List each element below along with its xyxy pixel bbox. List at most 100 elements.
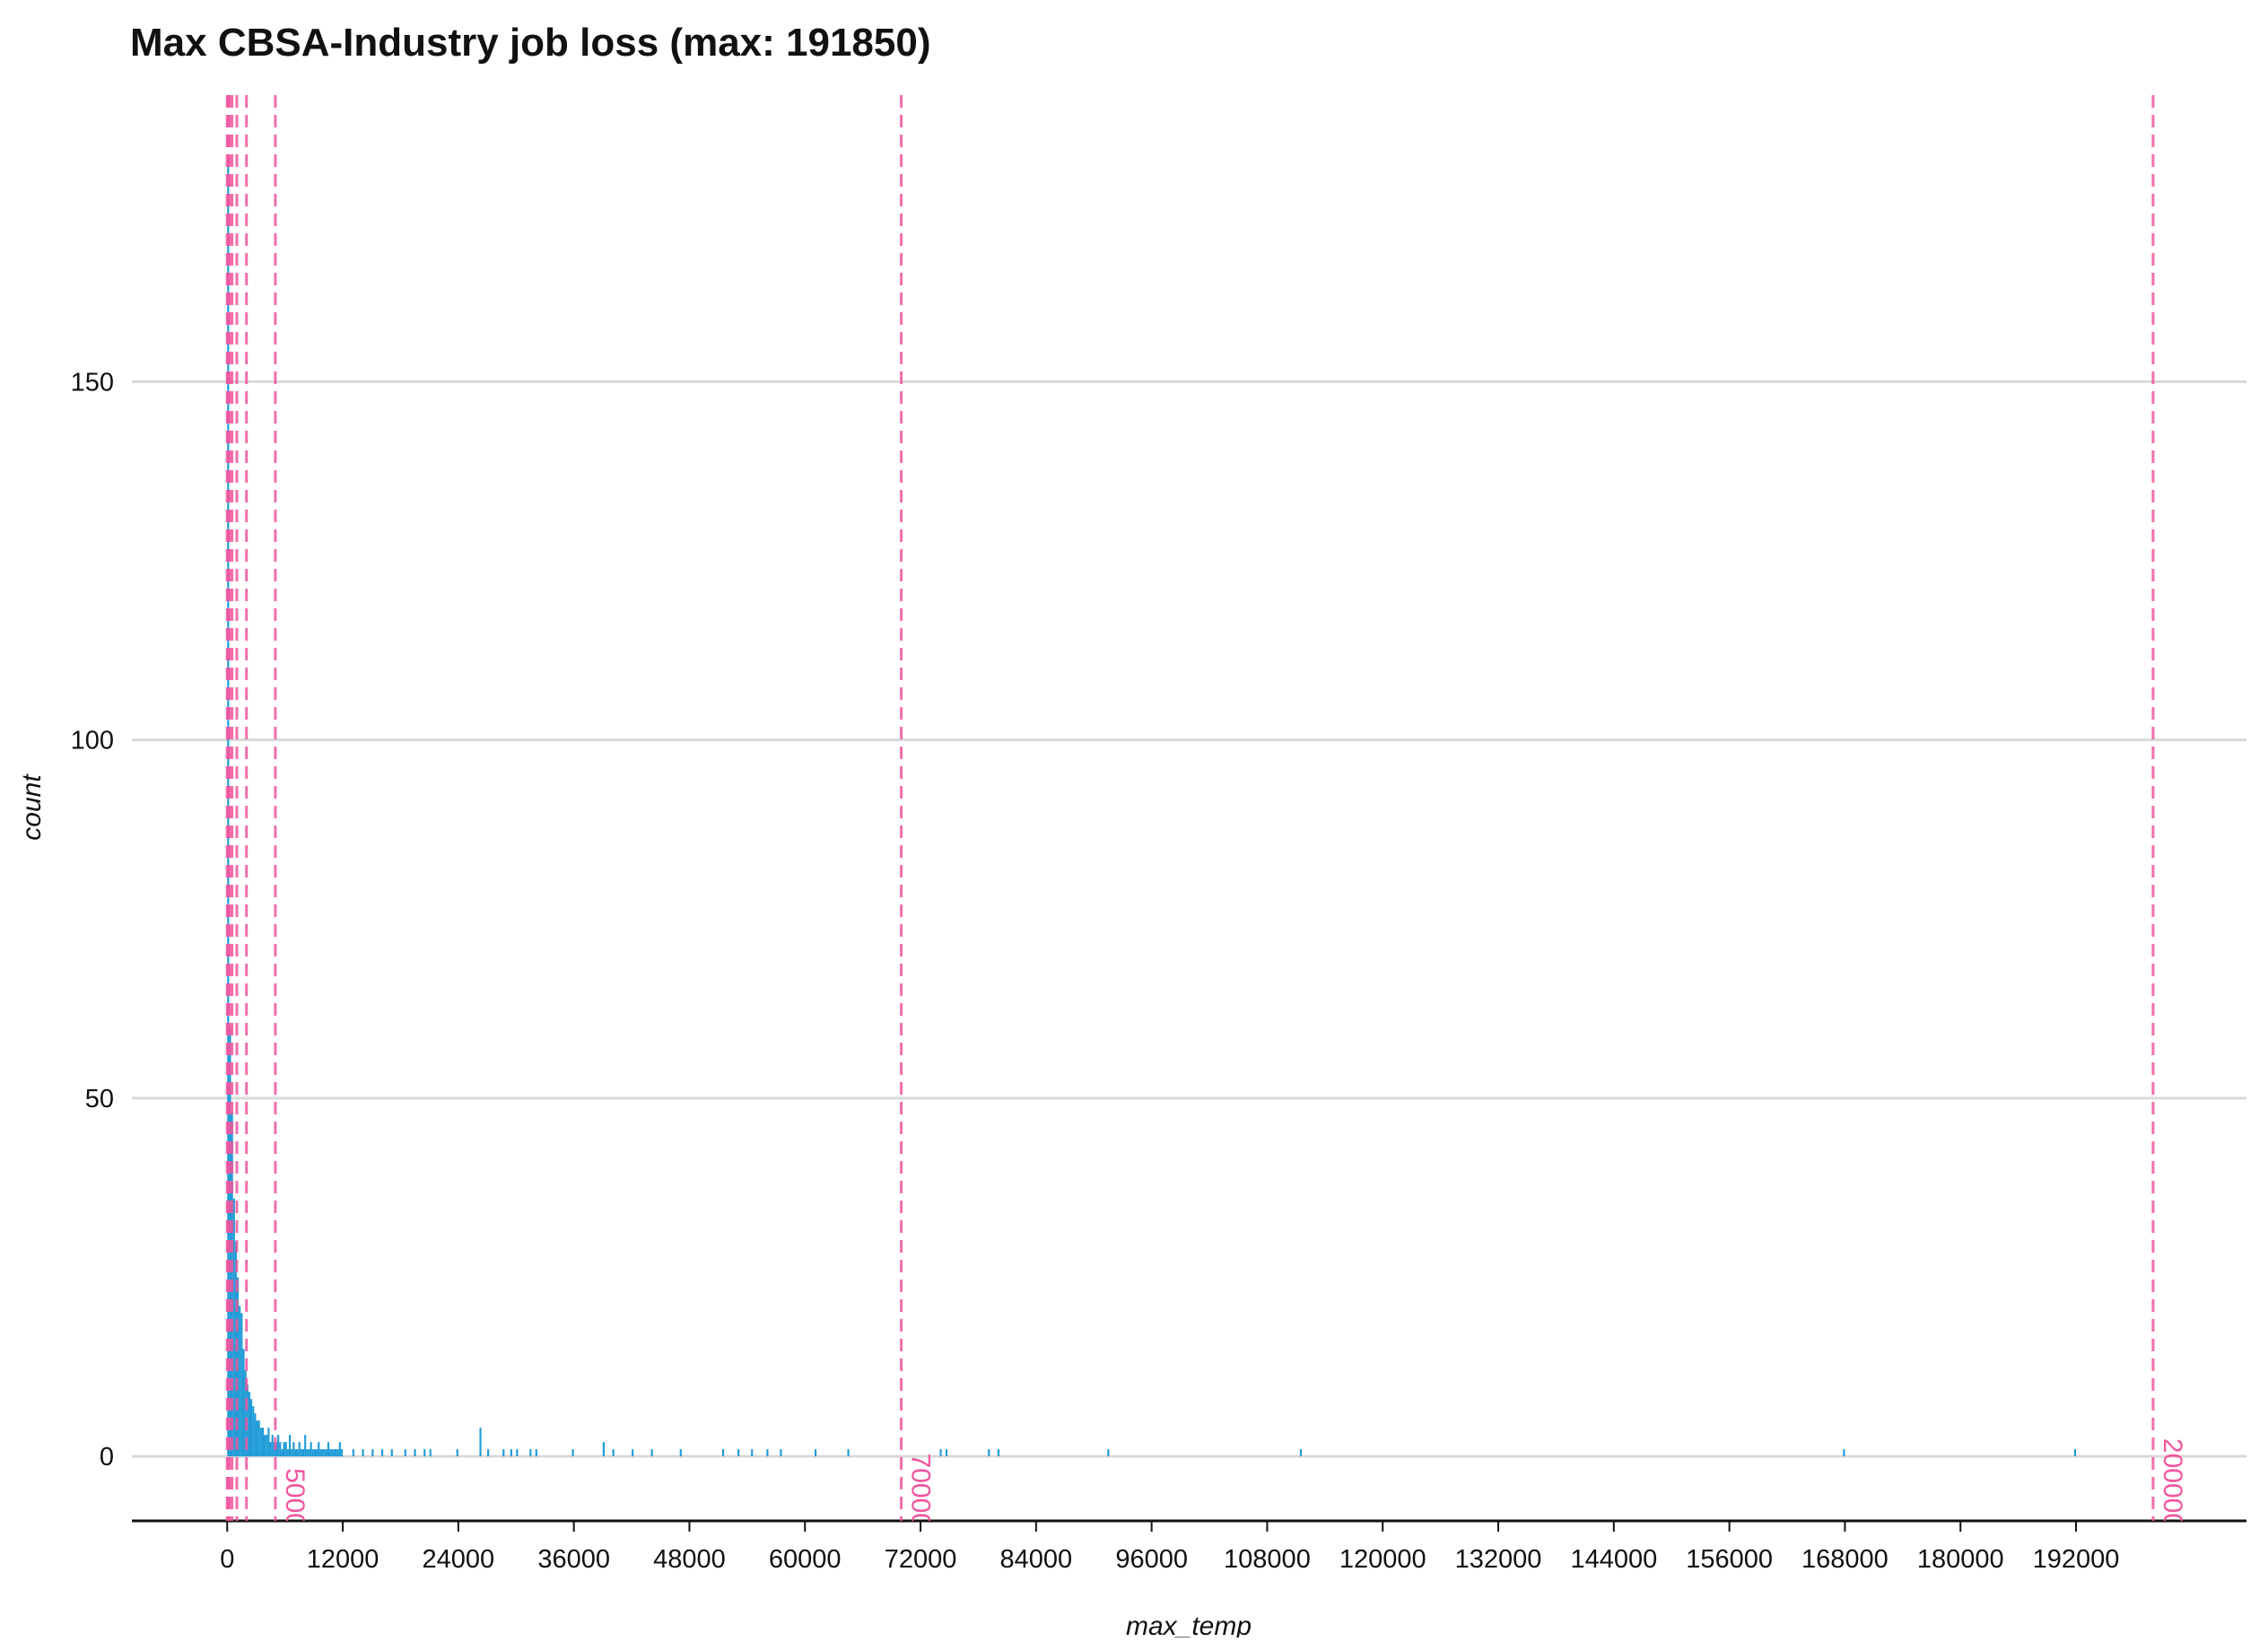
y-tick-label: 50	[85, 1085, 114, 1114]
x-tick-label: 72000	[885, 1545, 957, 1574]
x-tick-label: 84000	[1000, 1545, 1073, 1574]
bar	[257, 1420, 260, 1457]
bar	[612, 1449, 615, 1457]
bar	[721, 1449, 725, 1457]
x-tick-label: 120000	[1339, 1545, 1426, 1574]
y-tick-label: 0	[100, 1443, 114, 1472]
bar	[321, 1449, 324, 1457]
bar	[281, 1449, 284, 1457]
bar	[945, 1449, 948, 1457]
bar	[308, 1449, 310, 1457]
bar	[390, 1449, 393, 1457]
bar	[252, 1406, 255, 1457]
bar	[279, 1442, 282, 1457]
bar	[313, 1449, 317, 1457]
bar	[814, 1449, 817, 1457]
reference-line-label: 5000	[280, 1468, 310, 1528]
x-tick-label: 156000	[1686, 1545, 1773, 1574]
y-axis-label: count	[17, 773, 47, 841]
bar	[239, 1306, 241, 1457]
bar	[988, 1449, 990, 1457]
bar	[535, 1449, 537, 1457]
bar	[323, 1449, 326, 1457]
bar	[284, 1442, 287, 1457]
bar	[298, 1442, 301, 1457]
bar	[502, 1449, 505, 1457]
bar	[939, 1449, 942, 1457]
bar	[266, 1435, 268, 1457]
bar	[766, 1449, 769, 1457]
x-tick-label: 36000	[537, 1545, 610, 1574]
bar	[362, 1449, 364, 1457]
reference-line-label: 200000	[2158, 1438, 2187, 1528]
bar	[327, 1442, 330, 1457]
x-tick-label: 168000	[1801, 1545, 1889, 1574]
y-tick-label: 100	[71, 727, 114, 755]
bar	[571, 1449, 574, 1457]
bar	[847, 1449, 850, 1457]
bar	[456, 1449, 458, 1457]
bar	[254, 1413, 257, 1457]
bar	[338, 1442, 341, 1457]
bar	[340, 1449, 344, 1457]
bar	[352, 1449, 354, 1457]
bar	[291, 1449, 293, 1457]
bar	[429, 1449, 432, 1457]
bar	[286, 1449, 289, 1457]
bar	[316, 1449, 318, 1457]
bar	[404, 1449, 406, 1457]
bar	[271, 1435, 274, 1457]
bar	[336, 1449, 339, 1457]
bar	[479, 1428, 482, 1457]
bar	[1299, 1449, 1303, 1457]
bar	[325, 1449, 327, 1457]
x-tick-label: 144000	[1570, 1545, 1657, 1574]
bar	[997, 1449, 1000, 1457]
bar	[1107, 1449, 1110, 1457]
bar	[516, 1449, 519, 1457]
bar	[510, 1449, 512, 1457]
x-tick-label: 0	[220, 1545, 234, 1574]
bar	[319, 1449, 322, 1457]
bar	[679, 1449, 682, 1457]
bar	[632, 1449, 634, 1457]
bar	[294, 1449, 297, 1457]
bar	[244, 1370, 247, 1457]
reference-line-label: 70000	[906, 1454, 936, 1528]
bar	[304, 1435, 307, 1457]
bar	[256, 1420, 258, 1457]
bar	[248, 1392, 251, 1457]
x-tick-label: 60000	[769, 1545, 842, 1574]
x-tick-label: 12000	[307, 1545, 379, 1574]
bar	[264, 1435, 266, 1457]
bar	[329, 1449, 332, 1457]
bar	[267, 1428, 270, 1457]
bar	[310, 1442, 312, 1457]
bar	[250, 1399, 253, 1457]
bar	[335, 1449, 337, 1457]
plot-area: 5000 70000 200000	[225, 95, 2187, 1528]
bar	[277, 1435, 280, 1457]
bar	[529, 1449, 532, 1457]
bar	[296, 1449, 299, 1457]
bar	[301, 1449, 305, 1457]
bar	[751, 1449, 754, 1457]
bar	[331, 1449, 334, 1457]
bar	[259, 1428, 262, 1457]
x-tick-label: 192000	[2033, 1545, 2120, 1574]
x-tick-label: 180000	[1917, 1545, 2004, 1574]
x-tick-label: 24000	[423, 1545, 495, 1574]
x-tick-label: 108000	[1224, 1545, 1311, 1574]
bar	[300, 1449, 302, 1457]
bar	[423, 1449, 426, 1457]
bar	[283, 1442, 285, 1457]
bar	[242, 1349, 245, 1457]
bar	[737, 1449, 740, 1457]
bar	[780, 1449, 782, 1457]
bar	[261, 1428, 265, 1457]
chart-title: Max CBSA-Industry job loss (max: 191850)	[130, 21, 930, 65]
bar	[371, 1449, 374, 1457]
y-tick-label: 150	[71, 368, 114, 397]
bar	[240, 1313, 243, 1457]
